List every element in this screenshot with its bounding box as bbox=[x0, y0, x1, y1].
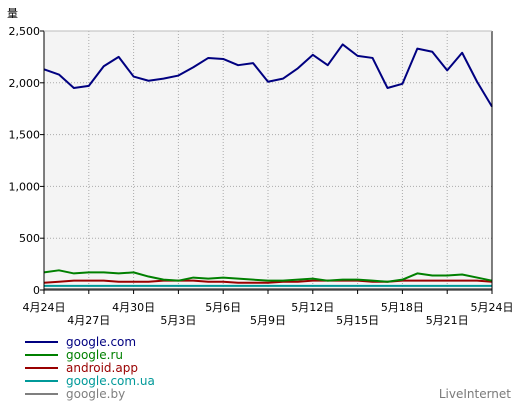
x-tick-label: 5月9日 bbox=[250, 314, 286, 327]
legend-label: google.com bbox=[66, 335, 136, 349]
x-tick-label: 4月27日 bbox=[67, 314, 110, 327]
x-tick-label: 5月18日 bbox=[381, 301, 424, 314]
axes bbox=[40, 30, 493, 294]
legend: google.comgoogle.ruandroid.appgoogle.com… bbox=[25, 335, 155, 401]
series-line-google-com bbox=[43, 43, 493, 108]
y-tick-label: 500 bbox=[19, 232, 40, 245]
x-tick-label: 5月6日 bbox=[205, 301, 241, 314]
brand-label: LiveInternet bbox=[439, 387, 511, 401]
x-tick-label: 5月3日 bbox=[160, 314, 196, 327]
x-tick-label: 5月24日 bbox=[471, 301, 514, 314]
x-tick-label: 5月21日 bbox=[426, 314, 469, 327]
series-lines bbox=[43, 43, 493, 290]
y-tick-label: 0 bbox=[33, 284, 40, 297]
series-line-android-app bbox=[43, 279, 493, 284]
y-tick-label: 2,000 bbox=[9, 77, 41, 90]
y-tick-label: 1,000 bbox=[9, 180, 41, 193]
legend-label: google.by bbox=[66, 387, 125, 401]
series-line-google-ru bbox=[43, 269, 493, 283]
legend-label: android.app bbox=[66, 361, 138, 375]
y-tick-labels: 0 500 1,000 1,500 2,000 2,500 bbox=[9, 25, 41, 297]
x-tick-label: 4月30日 bbox=[112, 301, 155, 314]
y-tick-label: 1,500 bbox=[9, 129, 41, 142]
legend-label: google.ru bbox=[66, 348, 123, 362]
y-tick-label: 2,500 bbox=[9, 25, 41, 38]
x-tick-label: 5月12日 bbox=[291, 301, 334, 314]
legend-label: google.com.ua bbox=[66, 374, 155, 388]
y-axis-label: 量 bbox=[7, 7, 18, 20]
x-tick-label: 5月15日 bbox=[336, 314, 379, 327]
x-tick-label: 4月24日 bbox=[23, 301, 66, 314]
